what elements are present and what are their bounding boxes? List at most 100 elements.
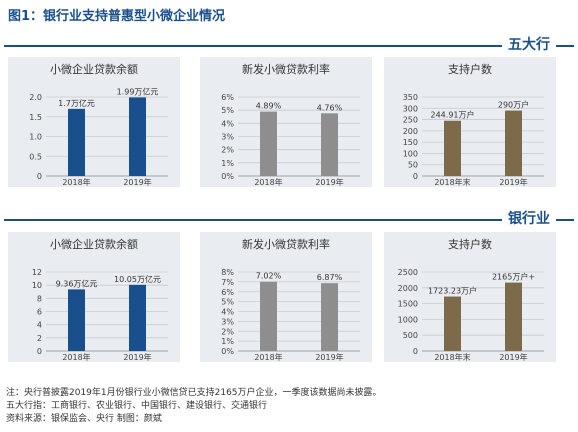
data-label: 290万户 [498, 100, 529, 110]
x-tick-label: 一季度 [318, 186, 342, 187]
chart-panel-6: 支持户数 0 500 1000 1500 2000 2500 1723.23万户 2018年末 2… [384, 232, 556, 362]
bar [260, 111, 277, 176]
section-header-banking: 银行业 [0, 210, 578, 228]
bar [129, 97, 146, 176]
bar [129, 284, 146, 351]
x-tick-label: 一季度 [126, 186, 150, 187]
data-label: 9.36万亿元 [56, 278, 98, 288]
chart-svg: 小微企业贷款余额 0 0.5 1.0 1.5 2.0 1.7万亿元 2018年 1.99万亿元 2… [29, 62, 168, 187]
y-tick-label: 6% [221, 288, 234, 297]
data-label: 2165万户+ [492, 272, 535, 282]
chart-title: 新发小微贷款利率 [242, 237, 330, 251]
y-tick-label: 8 [37, 294, 42, 303]
bar [321, 283, 338, 351]
y-tick-label: 2% [221, 146, 234, 155]
y-tick-label: 6 [37, 308, 42, 317]
figure-title: 图1：银行业支持普惠型小微企业情况 [8, 9, 226, 24]
y-tick-label: 500 [403, 331, 418, 340]
y-tick-label: 300 [403, 104, 418, 113]
section-label: 银行业 [502, 210, 556, 228]
chart-svg: 新发小微贷款利率 0% 1% 2% 3% 4% 5% 6% 4.89% 2018年四季度 4.76%… [221, 62, 360, 187]
y-tick-label: 0% [221, 172, 234, 181]
y-tick-label: 5% [221, 106, 234, 115]
data-label: 1.99万亿元 [117, 86, 159, 96]
x-tick-label: 2018年 [254, 352, 282, 362]
chart-svg: 小微企业贷款余额 0 2 4 6 8 10 12 9.36万亿元 2018年 10.05万亿元 201… [32, 237, 168, 362]
x-tick-label: 2018年 [62, 352, 90, 362]
chart-panel-2: 新发小微贷款利率 0% 1% 2% 3% 4% 5% 6% 4.89% 2018年四季度 4.76%… [200, 57, 372, 187]
x-tick-label: 2019年 [315, 352, 343, 362]
y-tick-label: 250 [403, 116, 418, 125]
x-tick-label: 2019年 [499, 177, 527, 187]
bar [444, 120, 461, 176]
footnote-definition: 五大行指：工商银行、农业银行、中国银行、建设银行、交通银行 [6, 401, 268, 411]
y-tick-label: 1% [221, 337, 234, 346]
y-tick-label: 12 [32, 268, 42, 277]
y-tick-label: 1% [221, 159, 234, 168]
x-tick-label: 一季度 [318, 361, 342, 362]
y-tick-label: 3% [221, 317, 234, 326]
data-label: 1723.23万户 [428, 286, 477, 296]
y-tick-label: 2500 [398, 268, 418, 277]
y-tick-label: 1.0 [29, 133, 42, 142]
data-label: 4.76% [317, 103, 343, 112]
chart-title: 支持户数 [448, 62, 492, 76]
x-tick-label: 2019年 [315, 177, 343, 187]
chart-panel-1: 小微企业贷款余额 0 0.5 1.0 1.5 2.0 1.7万亿元 2018年 1.99万亿元 2… [8, 57, 180, 187]
footnote-source: 资料来源：银保监会、央行 制图：颜斌 [6, 414, 162, 424]
y-tick-label: 50 [408, 161, 418, 170]
x-tick-label: 2019年 [499, 352, 527, 362]
y-tick-label: 2% [221, 327, 234, 336]
x-tick-label: 四季度 [257, 186, 281, 187]
chart-title: 支持户数 [448, 237, 492, 251]
x-tick-label: 2018年末 [434, 352, 470, 362]
y-tick-label: 350 [403, 93, 418, 102]
bar [505, 282, 522, 351]
x-tick-label: 一季度 [502, 361, 526, 362]
y-tick-label: 200 [403, 127, 418, 136]
y-tick-label: 8% [221, 268, 234, 277]
data-label: 244.91万户 [431, 110, 475, 120]
data-label: 7.02% [256, 272, 282, 281]
y-tick-label: 150 [403, 138, 418, 147]
y-tick-label: 1.5 [29, 113, 42, 122]
y-tick-label: 0 [413, 172, 418, 181]
y-tick-label: 5% [221, 298, 234, 307]
data-label: 10.05万亿元 [114, 274, 161, 284]
footnote-note: 注：央行普披露2019年1月份银行业小微信贷已支持2165万户企业，一季度该数据… [6, 388, 382, 398]
y-tick-label: 100 [403, 149, 418, 158]
y-tick-label: 4% [221, 119, 234, 128]
bar [68, 289, 85, 351]
y-tick-label: 2 [37, 334, 42, 343]
x-tick-label: 2018年末 [434, 177, 470, 187]
y-tick-label: 1000 [398, 315, 418, 324]
data-label: 4.89% [256, 102, 282, 111]
y-tick-label: 4 [37, 321, 42, 330]
y-tick-label: 3% [221, 133, 234, 142]
x-tick-label: 2019年 [123, 352, 151, 362]
data-label: 1.7万亿元 [58, 98, 95, 108]
x-tick-label: 2018年 [254, 177, 282, 187]
chart-svg: 新发小微贷款利率 0%1%2%3%4%5%6%7%8% 7.02% 2018年四季度 6… [221, 237, 360, 362]
chart-panel-5: 新发小微贷款利率 0%1%2%3%4%5%6%7%8% 7.02% 2018年四季度 6… [200, 232, 372, 362]
y-tick-label: 2000 [398, 284, 418, 293]
y-tick-label: 0 [37, 347, 42, 356]
x-tick-label: 一季度 [502, 186, 526, 187]
footnotes: 注：央行普披露2019年1月份银行业小微信贷已支持2165万户企业，一季度该数据… [6, 387, 382, 426]
section-label: 五大行 [502, 36, 556, 54]
data-label: 6.87% [317, 273, 343, 282]
section-divider [4, 45, 574, 47]
chart-svg: 支持户数 0 50 100 150 200 250 300 350 244.91万户 2018年末 2… [403, 62, 544, 187]
chart-panel-3: 支持户数 0 50 100 150 200 250 300 350 244.91万户 2018年末 2… [384, 57, 556, 187]
chart-title: 小微企业贷款余额 [50, 62, 138, 76]
y-tick-label: 0.5 [29, 152, 42, 161]
y-tick-label: 0% [221, 347, 234, 356]
x-tick-label: 一季度 [126, 361, 150, 362]
section-header-big-five: 五大行 [0, 36, 578, 54]
bar [68, 108, 85, 176]
x-tick-label: 2019年 [123, 177, 151, 187]
y-tick-label: 1500 [398, 300, 418, 309]
bar [260, 281, 277, 351]
bar [321, 113, 338, 176]
chart-svg: 支持户数 0 500 1000 1500 2000 2500 1723.23万户 2018年末 2… [398, 237, 544, 362]
